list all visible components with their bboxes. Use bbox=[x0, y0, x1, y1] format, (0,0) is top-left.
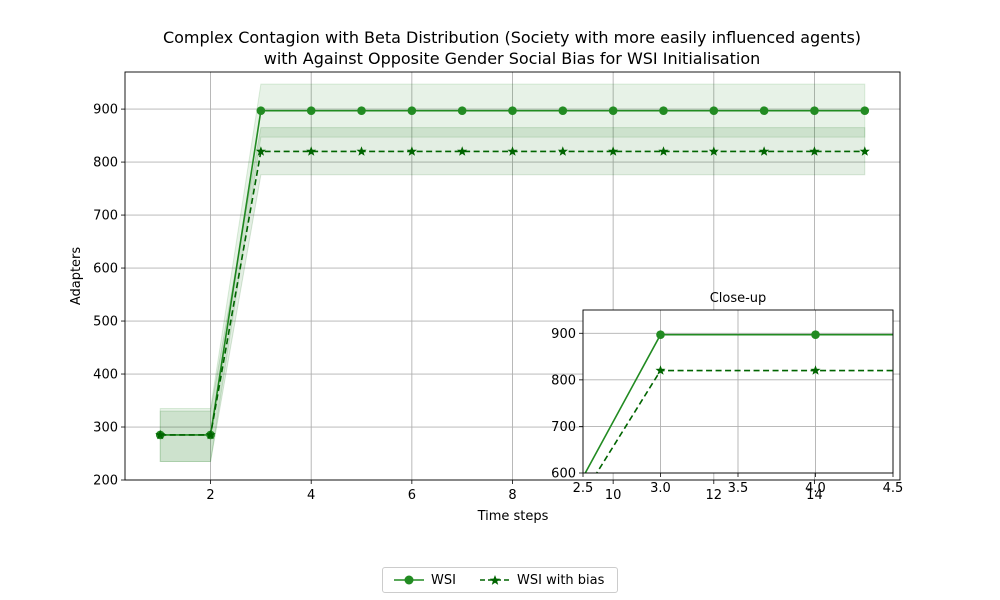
inset-y-tick-label: 600 bbox=[551, 467, 576, 482]
y-tick-label: 900 bbox=[93, 103, 118, 118]
chart-title-line: with Against Opposite Gender Social Bias… bbox=[264, 49, 761, 68]
inset-y-tick-label: 900 bbox=[551, 327, 576, 342]
data-point bbox=[608, 106, 618, 115]
x-tick-label: 8 bbox=[508, 488, 516, 503]
data-point bbox=[659, 106, 668, 115]
y-tick-label: 200 bbox=[93, 474, 118, 489]
legend-item-wsi-bias: WSI with bias bbox=[479, 572, 604, 588]
y-tick-label: 700 bbox=[93, 209, 118, 224]
legend: WSI WSI with bias bbox=[382, 567, 618, 593]
series-wsi bbox=[155, 83, 870, 462]
inset-x-tick-label: 2.5 bbox=[573, 481, 594, 496]
inset-plot: 2.5 3.0 3.5 4.0 4.5 600 700 800 900 bbox=[551, 309, 976, 496]
data-point bbox=[656, 330, 665, 339]
legend-marker-wsi-bias bbox=[480, 575, 510, 585]
data-point bbox=[507, 146, 518, 156]
data-point bbox=[357, 106, 366, 115]
y-tick-label: 800 bbox=[93, 156, 118, 171]
inset-x-tick-label: 4.0 bbox=[805, 481, 826, 496]
data-point bbox=[508, 106, 517, 115]
data-point bbox=[966, 330, 975, 339]
x-axis-label: Time steps bbox=[477, 509, 549, 524]
main-plot-frame bbox=[124, 71, 901, 481]
data-point bbox=[407, 106, 417, 115]
x-tick-label: 6 bbox=[408, 488, 416, 503]
y-axis-label: Adapters bbox=[69, 247, 84, 306]
x-tick-label: 10 bbox=[605, 488, 622, 503]
x-tick-label: 2 bbox=[206, 488, 214, 503]
data-point bbox=[809, 146, 820, 156]
y-tick-label: 500 bbox=[93, 315, 118, 330]
data-point bbox=[557, 146, 568, 156]
data-point bbox=[708, 146, 719, 156]
data-point bbox=[558, 106, 568, 115]
inset-x-tick-label: 3.5 bbox=[728, 481, 749, 496]
data-point bbox=[608, 146, 619, 156]
confidence-band bbox=[159, 83, 866, 462]
inset-y-tick-label: 800 bbox=[551, 373, 576, 388]
data-point bbox=[255, 146, 266, 156]
legend-item-wsi: WSI bbox=[393, 572, 456, 588]
data-point bbox=[658, 146, 669, 156]
data-point bbox=[810, 106, 819, 115]
inset-x-tick-label: 3.0 bbox=[650, 481, 671, 496]
series-line bbox=[584, 333, 893, 473]
data-point bbox=[859, 146, 870, 156]
data-point bbox=[811, 330, 820, 339]
y-tick-label: 400 bbox=[93, 368, 118, 383]
data-point bbox=[655, 365, 666, 375]
data-point bbox=[256, 106, 266, 115]
data-point bbox=[356, 146, 367, 156]
legend-label-wsi-bias: WSI with bias bbox=[517, 572, 605, 588]
series-wsi-with-bias bbox=[595, 365, 976, 473]
data-point bbox=[155, 429, 166, 440]
x-tick-label: 14 bbox=[806, 488, 823, 503]
data-point bbox=[966, 365, 976, 375]
series-wsi-with-bias bbox=[155, 127, 870, 462]
data-point bbox=[457, 146, 468, 156]
inset-frame bbox=[582, 309, 894, 474]
chart-title-line: Complex Contagion with Beta Distribution… bbox=[163, 28, 861, 47]
data-point bbox=[306, 146, 317, 156]
y-tick-label: 300 bbox=[93, 421, 118, 436]
confidence-band bbox=[159, 127, 866, 462]
data-point bbox=[406, 146, 417, 156]
data-point bbox=[306, 106, 316, 115]
x-tick-label: 12 bbox=[706, 488, 723, 503]
main-plot: 2 4 6 8 10 12 14 200 300 400 500 600 700 800 900 bbox=[93, 71, 901, 503]
data-point bbox=[205, 429, 216, 440]
data-point bbox=[860, 106, 870, 115]
inset-title: Close-up bbox=[710, 291, 767, 306]
chart-title: Complex Contagion with Beta Distribution… bbox=[163, 28, 861, 68]
x-tick-label: 4 bbox=[307, 488, 315, 503]
data-point bbox=[759, 146, 770, 156]
legend-marker-wsi bbox=[394, 575, 424, 585]
legend-label-wsi: WSI bbox=[431, 572, 456, 588]
data-point bbox=[810, 365, 821, 375]
inset-x-tick-label: 4.5 bbox=[883, 481, 904, 496]
inset-y-tick-label: 700 bbox=[551, 420, 576, 435]
y-tick-label: 600 bbox=[93, 262, 118, 277]
data-point bbox=[457, 106, 467, 115]
data-point bbox=[709, 106, 719, 115]
series-wsi bbox=[584, 330, 975, 473]
data-point bbox=[759, 106, 769, 115]
